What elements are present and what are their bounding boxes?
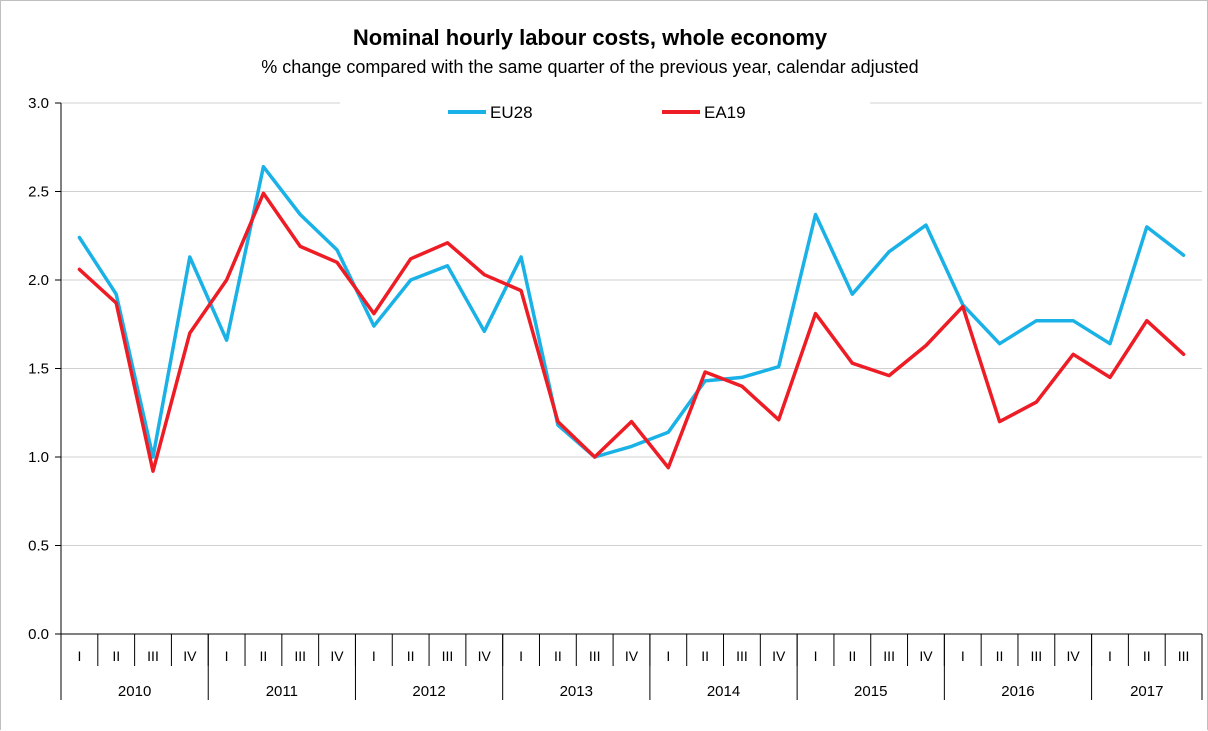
quarter-label: IV [1067,648,1081,664]
year-label: 2017 [1130,683,1163,700]
quarter-label: I [1108,648,1112,664]
year-label: 2016 [1001,683,1034,700]
quarter-label: I [666,648,670,664]
quarter-label: IV [772,648,786,664]
quarter-label: II [848,648,856,664]
quarter-label: II [407,648,415,664]
year-label: 2014 [707,683,740,700]
quarter-label: III [1031,648,1043,664]
quarter-label: I [77,648,81,664]
quarter-label: I [225,648,229,664]
quarter-label: III [736,648,748,664]
quarter-label: III [883,648,895,664]
quarter-label: III [147,648,159,664]
y-tick-label: 3.0 [28,95,49,112]
y-tick-label: 0.5 [28,538,49,555]
quarter-label: II [112,648,120,664]
quarter-label: IV [478,648,492,664]
quarter-label: II [554,648,562,664]
chart-subtitle: % change compared with the same quarter … [261,57,919,77]
quarter-label: III [1178,648,1190,664]
quarter-label: IV [919,648,933,664]
quarter-label: III [442,648,454,664]
legend-background [340,96,870,126]
series-line-eu28 [77,164,1186,459]
y-tick-label: 1.5 [28,361,49,378]
quarter-label: I [814,648,818,664]
quarter-label: I [372,648,376,664]
quarter-label: II [701,648,709,664]
quarter-label: II [1143,648,1151,664]
chart-title: Nominal hourly labour costs, whole econo… [352,25,828,50]
quarter-label: IV [625,648,639,664]
series-line-ea19 [77,191,1186,473]
quarter-label: III [589,648,601,664]
legend-label-eu28: EU28 [490,103,533,122]
year-label: 2013 [560,683,593,700]
year-label: 2015 [854,683,887,700]
y-tick-label: 2.0 [28,272,49,289]
y-tick-label: 1.0 [28,449,49,466]
quarter-label: IV [330,648,344,664]
legend-label-ea19: EA19 [704,103,746,122]
year-label: 2011 [266,683,298,700]
quarter-label: II [996,648,1004,664]
quarter-label: IV [183,648,197,664]
quarter-label: III [294,648,306,664]
y-tick-label: 0.0 [28,626,49,643]
year-label: 2010 [118,683,151,700]
quarter-label: I [961,648,965,664]
year-label: 2012 [412,683,445,700]
y-tick-label: 2.5 [28,184,49,201]
quarter-label: I [519,648,523,664]
quarter-label: II [260,648,268,664]
